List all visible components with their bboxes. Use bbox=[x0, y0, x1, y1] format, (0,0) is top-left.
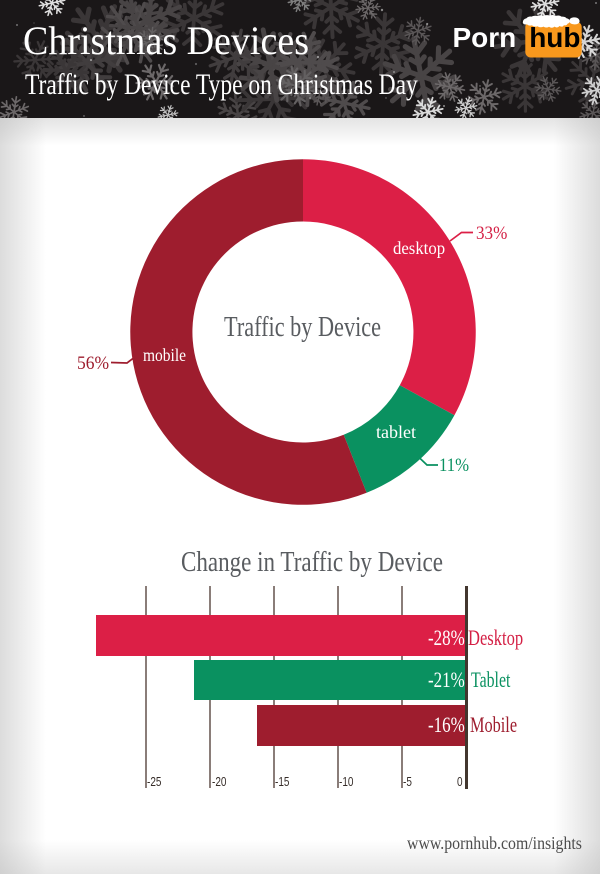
svg-text:hub: hub bbox=[529, 22, 580, 53]
svg-text:Porn: Porn bbox=[453, 22, 517, 53]
